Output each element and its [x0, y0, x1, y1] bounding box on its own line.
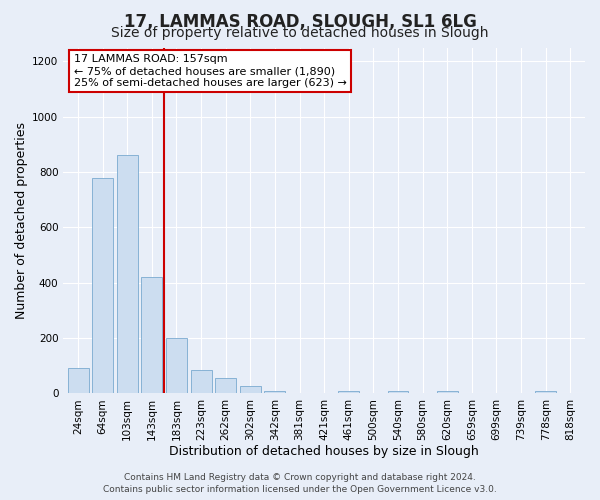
Text: Size of property relative to detached houses in Slough: Size of property relative to detached ho…: [111, 26, 489, 40]
Bar: [191, 370, 212, 394]
Bar: [117, 156, 138, 394]
Bar: [142, 277, 163, 394]
Bar: [92, 178, 113, 394]
Bar: [388, 390, 409, 394]
Bar: [535, 390, 556, 394]
Y-axis label: Number of detached properties: Number of detached properties: [15, 122, 28, 319]
X-axis label: Distribution of detached houses by size in Slough: Distribution of detached houses by size …: [169, 444, 479, 458]
Bar: [240, 386, 261, 394]
Bar: [338, 390, 359, 394]
Text: Contains HM Land Registry data © Crown copyright and database right 2024.
Contai: Contains HM Land Registry data © Crown c…: [103, 473, 497, 494]
Text: 17, LAMMAS ROAD, SLOUGH, SL1 6LG: 17, LAMMAS ROAD, SLOUGH, SL1 6LG: [124, 12, 476, 30]
Bar: [68, 368, 89, 394]
Bar: [265, 390, 286, 394]
Bar: [166, 338, 187, 394]
Bar: [215, 378, 236, 394]
Text: 17 LAMMAS ROAD: 157sqm
← 75% of detached houses are smaller (1,890)
25% of semi-: 17 LAMMAS ROAD: 157sqm ← 75% of detached…: [74, 54, 347, 88]
Bar: [437, 390, 458, 394]
